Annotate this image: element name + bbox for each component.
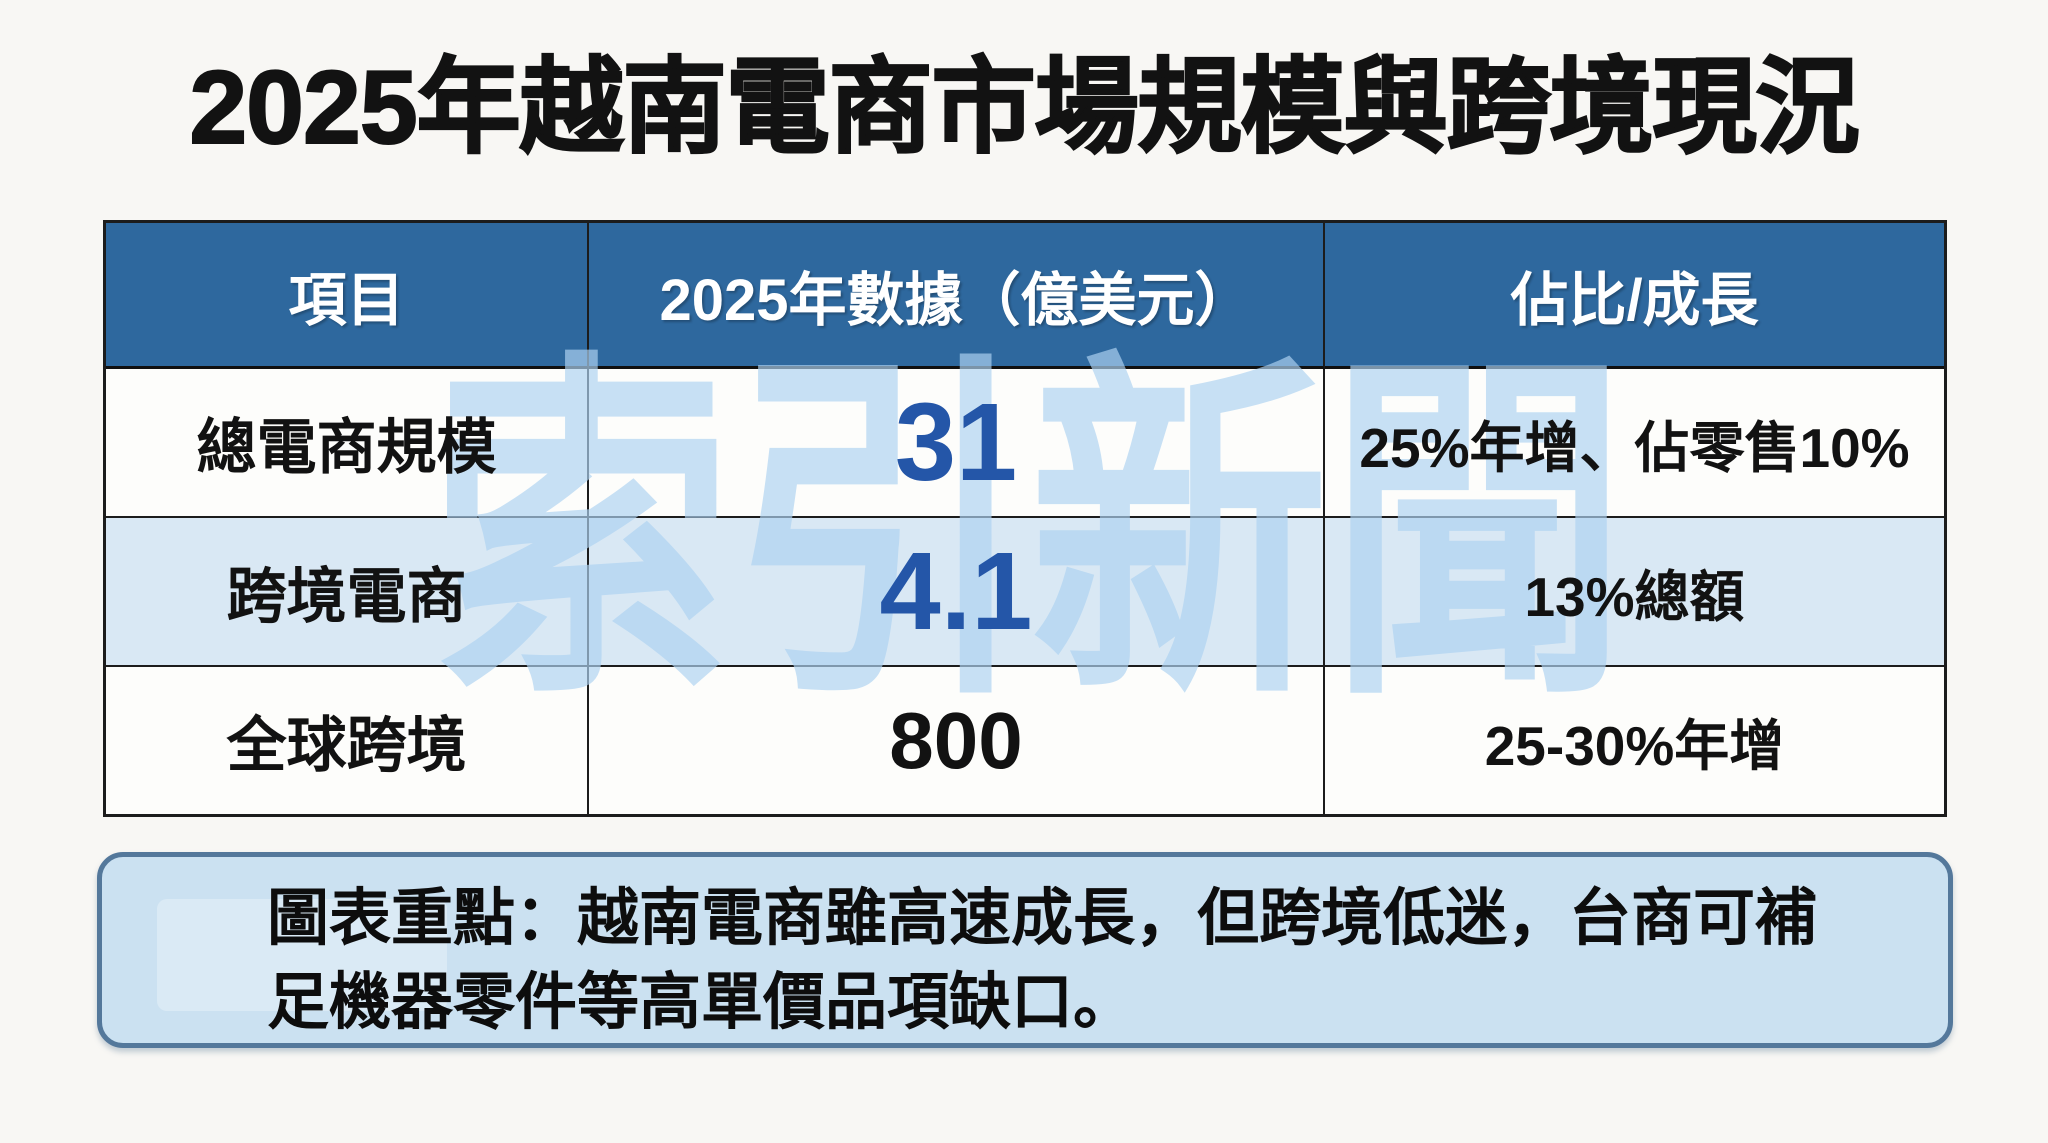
row-ratio: 13%總額 <box>1524 565 1745 628</box>
cell-ratio: 25%年增、佔零售10% <box>1325 369 1944 518</box>
market-table-grid: 項目 2025年數據（億美元） 佔比/成長 總電商規模 31 25%年增、佔零售… <box>106 223 1944 814</box>
page-title: 2025年越南電商市場規模與跨境現況 <box>188 49 1860 167</box>
header-ratio-label: 佔比/成長 <box>1510 267 1759 333</box>
summary-note-box: 圖表重點：越南電商雖高速成長，但跨境低迷，台商可補足機器零件等高單價品項缺口。 <box>97 852 1953 1048</box>
faded-logo-ghost <box>157 899 447 1011</box>
row-value: 31 <box>894 381 1018 504</box>
summary-text: 圖表重點：越南電商雖高速成長，但跨境低迷，台商可補足機器零件等高單價品項缺口。 <box>267 884 1818 1038</box>
cell-value: 31 <box>589 369 1325 518</box>
header-cell-item: 項目 <box>106 223 589 369</box>
header-value-label: 2025年數據（億美元） <box>659 267 1253 333</box>
row-item-label: 全球跨境 <box>226 712 467 779</box>
cell-item: 全球跨境 <box>106 667 589 814</box>
cell-value: 800 <box>589 667 1325 814</box>
row-item-label: 跨境電商 <box>226 563 467 630</box>
header-cell-value: 2025年數據（億美元） <box>589 223 1325 369</box>
header-cell-ratio: 佔比/成長 <box>1325 223 1944 369</box>
row-ratio: 25-30%年增 <box>1484 714 1785 777</box>
header-item-label: 項目 <box>288 267 405 333</box>
row-ratio: 25%年增、佔零售10% <box>1359 416 1910 479</box>
cell-ratio: 25-30%年增 <box>1325 667 1944 814</box>
cell-ratio: 13%總額 <box>1325 518 1944 667</box>
row-item-label: 總電商規模 <box>196 414 497 481</box>
row-value: 4.1 <box>879 530 1033 653</box>
market-table: 項目 2025年數據（億美元） 佔比/成長 總電商規模 31 25%年增、佔零售… <box>103 220 1947 817</box>
cell-item: 跨境電商 <box>106 518 589 667</box>
row-value: 800 <box>889 695 1023 785</box>
cell-value: 4.1 <box>589 518 1325 667</box>
cell-item: 總電商規模 <box>106 369 589 518</box>
